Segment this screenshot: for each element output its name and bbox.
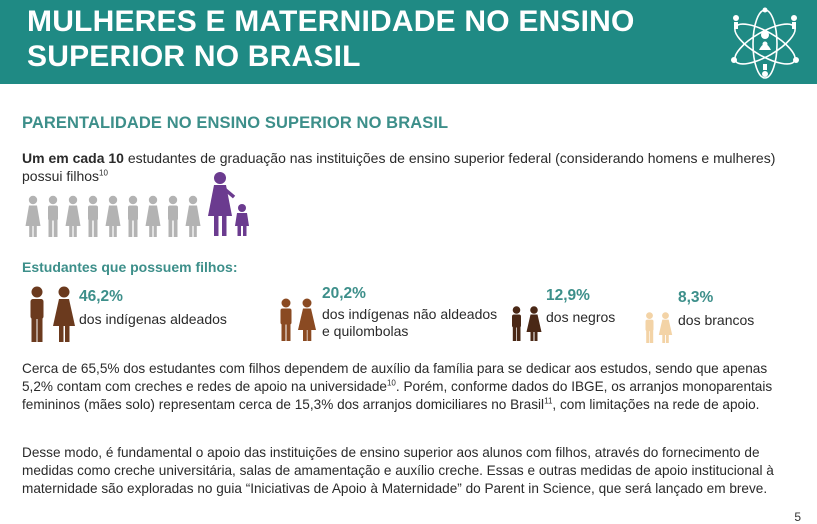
person-icon-gray: [48, 195, 58, 237]
couple-icon: [280, 298, 316, 341]
paragraph-institutional: Desse modo, é fundamental o apoio das in…: [22, 445, 774, 496]
person-icon-gray: [128, 195, 138, 237]
person-icon-gray: [168, 195, 178, 237]
stat-percentage: 46,2%: [79, 288, 123, 305]
stat-indigenas-aldeados: 46,2% dos indígenas aldeados: [22, 284, 262, 344]
person-icon-gray: [105, 195, 121, 237]
stat-negros: 12,9% dos negros: [508, 284, 648, 344]
paragraph-text: . Porém, conforme dados do IBGE, os arra…: [22, 379, 773, 412]
stat-percentage: 20,2%: [322, 285, 366, 302]
couple-icon: [645, 312, 673, 343]
header-banner: MULHERES E MATERNIDADE NO ENSINO SUPERIO…: [0, 0, 817, 84]
paragraph-text: Cerca de 65,5% dos estudantes com filhos…: [22, 361, 768, 394]
couple-icon: [512, 306, 542, 341]
one-in-ten-people-graphic: [25, 172, 249, 237]
paragraph-support: Cerca de 65,5% dos estudantes com filhos…: [22, 360, 782, 414]
person-icon-gray: [25, 195, 41, 237]
person-icon-gray: [145, 195, 161, 237]
mother-with-child-icon: [208, 172, 249, 236]
stat-label: dos indígenas não aldeados e quilombolas: [322, 306, 498, 339]
stat-indigenas-nao-aldeados: 20,2% dos indígenas não aldeados e quilo…: [276, 284, 506, 344]
intro-footnote-ref: 10: [99, 168, 108, 178]
person-icon-gray: [88, 195, 98, 237]
paragraph-text: , com limitações na rede de apoio.: [552, 397, 760, 412]
stat-percentage: 12,9%: [546, 287, 590, 304]
person-icon-gray: [65, 195, 81, 237]
intro-bold: Um em cada 10: [22, 150, 124, 166]
page-title: MULHERES E MATERNIDADE NO ENSINO SUPERIO…: [27, 5, 635, 73]
page-number: 5: [794, 510, 801, 524]
stats-subtitle: Estudantes que possuem filhos:: [22, 259, 238, 275]
stat-label: dos negros: [546, 309, 616, 325]
intro-body: estudantes de graduação nas instituições…: [22, 150, 776, 184]
stat-label: dos indígenas aldeados: [79, 311, 227, 327]
section-title: PARENTALIDADE NO ENSINO SUPERIOR NO BRAS…: [22, 114, 449, 132]
intro-text: Um em cada 10 estudantes de graduação na…: [22, 149, 792, 185]
person-icon-gray: [185, 195, 201, 237]
footnote-ref: 10: [386, 378, 396, 388]
stat-brancos: 8,3% dos brancos: [642, 284, 792, 344]
stat-label: dos brancos: [678, 312, 755, 328]
stat-percentage: 8,3%: [678, 289, 714, 306]
couple-icon: [30, 286, 75, 342]
footnote-ref: 11: [544, 396, 553, 406]
parent-in-science-logo-icon: [731, 7, 799, 79]
